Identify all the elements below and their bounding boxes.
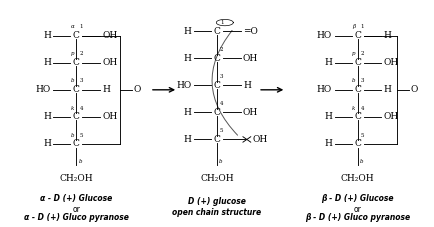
Text: H: H xyxy=(43,58,51,67)
Text: 1: 1 xyxy=(79,24,83,29)
Text: b: b xyxy=(71,79,74,84)
Text: 3: 3 xyxy=(79,79,83,84)
Text: H: H xyxy=(324,58,332,67)
Text: β - D (+) Gluco pyranose: β - D (+) Gluco pyranose xyxy=(305,213,410,222)
Text: p: p xyxy=(71,52,74,57)
Text: p: p xyxy=(352,52,355,57)
Text: 2: 2 xyxy=(361,52,364,57)
Text: C: C xyxy=(354,112,361,121)
Text: C: C xyxy=(354,58,361,67)
Text: CH₂OH: CH₂OH xyxy=(200,174,234,183)
Text: C: C xyxy=(73,112,80,121)
Text: β - D (+) Glucose: β - D (+) Glucose xyxy=(321,194,394,202)
Text: 5: 5 xyxy=(79,133,83,138)
Text: b: b xyxy=(71,133,74,138)
Text: OH: OH xyxy=(384,58,399,67)
Text: H: H xyxy=(184,135,191,144)
Text: 4: 4 xyxy=(361,106,364,111)
Text: OH: OH xyxy=(102,58,118,67)
Text: OH: OH xyxy=(384,112,399,121)
Text: C: C xyxy=(214,81,220,90)
Text: CH₂OH: CH₂OH xyxy=(341,174,375,183)
Text: HO: HO xyxy=(36,85,51,94)
Text: H: H xyxy=(184,27,191,36)
Text: 4: 4 xyxy=(220,101,224,106)
Text: open chain structure: open chain structure xyxy=(172,208,262,217)
Text: b: b xyxy=(352,79,355,84)
Text: H: H xyxy=(324,112,332,121)
Text: H: H xyxy=(43,139,51,148)
Text: b: b xyxy=(360,159,363,164)
Text: C: C xyxy=(73,139,80,148)
Text: C: C xyxy=(73,58,80,67)
Text: β: β xyxy=(352,24,355,29)
Text: C: C xyxy=(354,31,361,40)
Text: O: O xyxy=(133,85,141,94)
Text: H: H xyxy=(102,85,110,94)
Text: 5: 5 xyxy=(361,133,364,138)
Text: C: C xyxy=(214,27,220,36)
Text: H: H xyxy=(43,112,51,121)
Text: or: or xyxy=(72,205,80,214)
Text: or: or xyxy=(354,205,362,214)
Text: 2: 2 xyxy=(79,52,83,57)
Text: H: H xyxy=(184,54,191,63)
Text: H: H xyxy=(384,85,391,94)
Text: 3: 3 xyxy=(361,79,364,84)
Text: CH₂OH: CH₂OH xyxy=(59,174,93,183)
Text: C: C xyxy=(214,108,220,117)
Text: b: b xyxy=(79,159,82,164)
Text: OH: OH xyxy=(253,135,268,144)
Text: =O: =O xyxy=(243,27,258,36)
Text: 2: 2 xyxy=(220,47,224,52)
Text: C: C xyxy=(214,54,220,63)
Text: H: H xyxy=(243,81,251,90)
Text: OH: OH xyxy=(243,108,258,117)
Text: HO: HO xyxy=(317,31,332,40)
Text: b: b xyxy=(219,159,223,164)
Text: HO: HO xyxy=(317,85,332,94)
Text: OH: OH xyxy=(102,31,118,40)
Text: O: O xyxy=(410,85,418,94)
Text: k: k xyxy=(71,106,74,111)
Text: D (+) glucose: D (+) glucose xyxy=(188,197,246,206)
Text: OH: OH xyxy=(102,112,118,121)
Text: α - D (+) Glucose: α - D (+) Glucose xyxy=(40,194,112,202)
Text: α: α xyxy=(70,24,74,29)
Text: C: C xyxy=(73,31,80,40)
Text: 1: 1 xyxy=(220,20,224,25)
Text: k: k xyxy=(352,106,355,111)
FancyArrowPatch shape xyxy=(212,31,237,135)
Text: H: H xyxy=(43,31,51,40)
Text: 4: 4 xyxy=(79,106,83,111)
Text: OH: OH xyxy=(243,54,258,63)
Text: C: C xyxy=(73,85,80,94)
Text: α - D (+) Gluco pyranose: α - D (+) Gluco pyranose xyxy=(24,213,129,222)
Text: 5: 5 xyxy=(220,128,224,133)
Text: H: H xyxy=(324,139,332,148)
Text: H: H xyxy=(184,108,191,117)
Text: H: H xyxy=(384,31,391,40)
Text: 1: 1 xyxy=(361,24,364,29)
Text: C: C xyxy=(354,139,361,148)
Text: C: C xyxy=(214,135,220,144)
Text: 3: 3 xyxy=(220,74,224,79)
Text: HO: HO xyxy=(176,81,191,90)
Text: C: C xyxy=(354,85,361,94)
